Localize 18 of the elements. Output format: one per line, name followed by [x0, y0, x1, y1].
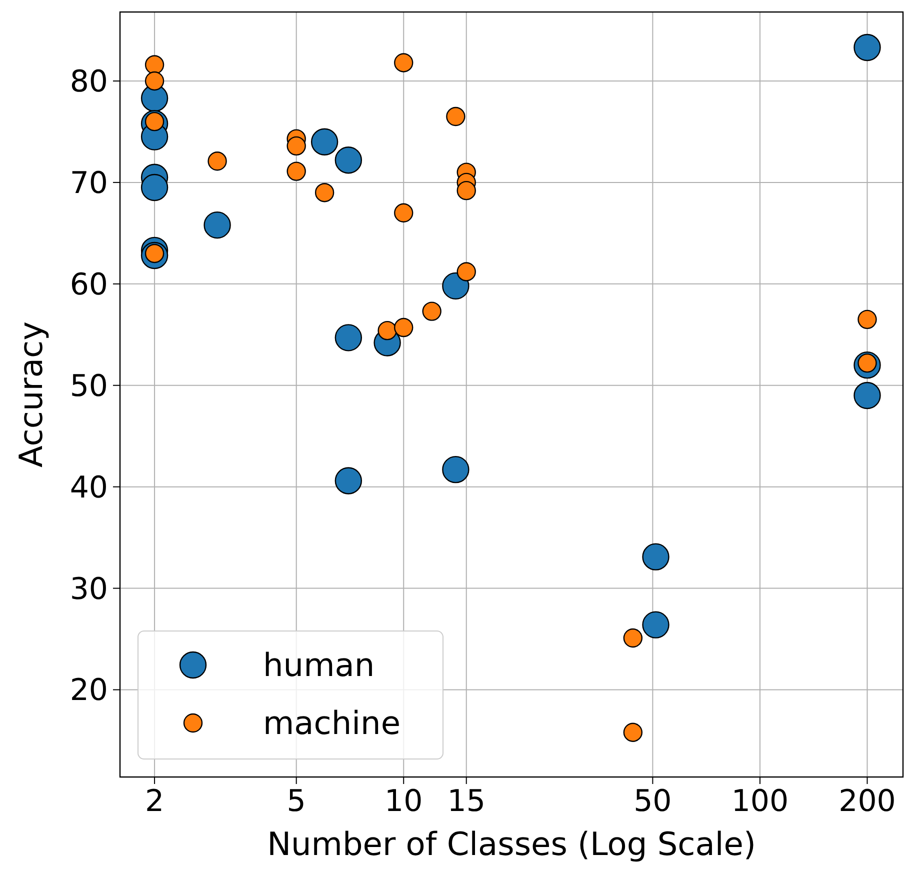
y-tick-label: 80 [70, 64, 108, 100]
x-tick-label: 15 [447, 784, 486, 819]
x-tick-label: 2 [144, 784, 164, 819]
legend-label: machine [263, 704, 401, 742]
x-tick-label: 100 [731, 784, 789, 819]
y-tick-label: 20 [70, 673, 108, 708]
y-tick-label: 50 [70, 368, 108, 404]
x-tick-label: 10 [384, 784, 423, 819]
y-axis-title: Accuracy [12, 321, 50, 468]
legend-label: human [263, 646, 375, 684]
y-tick-label: 40 [70, 470, 108, 506]
y-tick-label: 30 [70, 572, 108, 607]
x-tick-label: 5 [286, 784, 306, 819]
y-tick-label: 70 [70, 166, 108, 201]
x-axis-title: Number of Classes (Log Scale) [267, 825, 756, 863]
y-tick-label: 60 [70, 267, 108, 302]
x-tick-label: 50 [634, 784, 672, 819]
x-tick-label: 200 [838, 784, 896, 819]
